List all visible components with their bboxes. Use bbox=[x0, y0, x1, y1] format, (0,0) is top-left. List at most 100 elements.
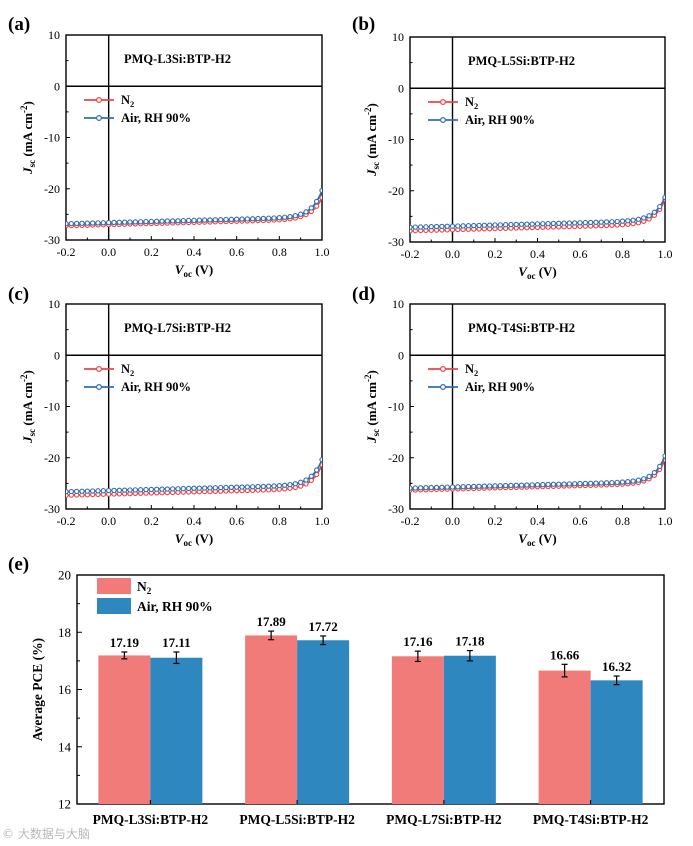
data-label: 17.19 bbox=[110, 635, 140, 650]
jv-marker bbox=[577, 480, 583, 487]
jv-marker bbox=[138, 219, 144, 225]
jv-marker bbox=[593, 219, 599, 225]
x-tick-label: 0.8 bbox=[272, 514, 287, 528]
y-tick-label: -30 bbox=[388, 502, 404, 516]
bar bbox=[391, 656, 444, 804]
jv-marker bbox=[298, 479, 304, 485]
jv-marker bbox=[66, 489, 69, 495]
jv-panel-3: -0.2 0.0 0.2 0.4 0.6 0.8 1.0 -30 -20 -10 0 10 Voc (V… bbox=[352, 284, 673, 548]
x-tick-label: -0.2 bbox=[401, 247, 420, 261]
jv-marker bbox=[487, 483, 493, 489]
jv-marker bbox=[170, 218, 176, 224]
jv-marker bbox=[566, 220, 573, 226]
bar bbox=[150, 657, 203, 804]
y-tick-label: 10 bbox=[392, 297, 404, 311]
jv-marker bbox=[428, 224, 434, 230]
jv-marker bbox=[417, 485, 424, 491]
jv-marker bbox=[66, 221, 69, 227]
device-title: PMQ-T4Si:BTP-H2 bbox=[468, 321, 575, 335]
jv-marker bbox=[319, 194, 322, 201]
x-axis-label: Voc (V) bbox=[518, 531, 556, 548]
jv-marker bbox=[266, 483, 272, 489]
x-tick-label: 0.0 bbox=[445, 514, 460, 528]
jv-marker bbox=[566, 481, 573, 487]
x-tick-label: 0.4 bbox=[530, 514, 545, 528]
jv-marker bbox=[635, 477, 642, 483]
jv-marker bbox=[630, 217, 636, 223]
jv-marker bbox=[449, 223, 456, 229]
jv-marker bbox=[175, 486, 181, 492]
x-tick-label: 1.0 bbox=[315, 245, 330, 259]
jv-panel-1: -0.2 0.0 0.2 0.4 0.6 0.8 1.0 -30 -20 -10 0 10 Voc (V… bbox=[352, 14, 673, 281]
legend-marker bbox=[95, 114, 102, 121]
jv-marker bbox=[255, 483, 261, 490]
jv-marker bbox=[170, 486, 176, 492]
jv-marker bbox=[255, 215, 261, 222]
jv-panel-0: -0.2 0.0 0.2 0.4 0.6 0.8 1.0 -30 -20 -10 0 10 Voc (V… bbox=[8, 14, 330, 279]
x-tick-label: 0.2 bbox=[488, 514, 503, 528]
x-axis-label: Voc (V) bbox=[175, 262, 213, 279]
jv-marker bbox=[550, 220, 557, 227]
jv-marker bbox=[159, 486, 165, 492]
jv-marker bbox=[271, 483, 277, 489]
x-tick-label: -0.2 bbox=[57, 514, 76, 528]
jv-marker bbox=[79, 220, 85, 226]
jv-marker bbox=[657, 203, 663, 210]
jv-marker bbox=[260, 483, 266, 490]
panel-label: (b) bbox=[352, 14, 375, 35]
jv-marker bbox=[412, 224, 418, 230]
x-axis-label: Voc (V) bbox=[518, 264, 556, 281]
jv-marker bbox=[619, 479, 626, 485]
jv-marker bbox=[218, 484, 224, 491]
jv-marker bbox=[100, 488, 106, 494]
jv-marker bbox=[561, 220, 567, 226]
curves bbox=[410, 453, 665, 493]
jv-marker bbox=[646, 213, 652, 219]
y-axis-label: Average PCE (%) bbox=[30, 638, 45, 741]
jv-marker bbox=[175, 218, 181, 224]
jv-marker bbox=[609, 219, 615, 225]
jv-marker bbox=[186, 217, 192, 224]
jv-marker bbox=[455, 223, 461, 229]
y-tick-label: 0 bbox=[54, 348, 60, 362]
jv-marker bbox=[271, 215, 277, 221]
jv-marker bbox=[207, 485, 213, 491]
jv-marker bbox=[476, 222, 482, 229]
y-tick-label: -20 bbox=[44, 451, 60, 465]
jv-marker bbox=[212, 217, 218, 223]
jv-marker bbox=[223, 484, 229, 491]
x-category-label: PMQ-L5Si:BTP-H2 bbox=[239, 812, 355, 827]
y-tick-label: -10 bbox=[388, 400, 404, 414]
jv-marker bbox=[460, 484, 466, 490]
jv-marker bbox=[90, 488, 96, 494]
jv-marker bbox=[287, 481, 293, 488]
jv-marker bbox=[303, 477, 309, 483]
y-tick-label: 12 bbox=[58, 797, 71, 812]
bar bbox=[538, 670, 591, 804]
jv-marker bbox=[250, 216, 256, 222]
jv-marker bbox=[545, 481, 551, 488]
jv-panel-2: -0.2 0.0 0.2 0.4 0.6 0.8 1.0 -30 -20 -10 0 10 Voc (V… bbox=[8, 284, 330, 548]
jv-marker bbox=[540, 221, 546, 227]
jv-marker bbox=[100, 220, 106, 226]
jv-marker bbox=[545, 220, 551, 227]
jv-marker bbox=[423, 224, 429, 230]
y-tick-label: -10 bbox=[388, 133, 404, 147]
y-tick-label: -10 bbox=[44, 131, 60, 145]
jv-marker bbox=[314, 467, 320, 473]
y-tick-label: 10 bbox=[48, 297, 60, 311]
y-tick-label: 10 bbox=[392, 30, 404, 44]
legend-swatch bbox=[97, 598, 131, 614]
jv-marker bbox=[662, 453, 665, 459]
jv-marker bbox=[68, 488, 74, 495]
jv-marker bbox=[95, 488, 101, 494]
jv-marker bbox=[116, 219, 122, 225]
y-tick-label: -20 bbox=[44, 182, 60, 196]
jv-marker bbox=[651, 470, 658, 476]
jv-marker bbox=[439, 484, 445, 490]
jv-marker bbox=[239, 216, 245, 222]
jv-marker bbox=[481, 483, 488, 489]
x-category-label: PMQ-L7Si:BTP-H2 bbox=[386, 812, 502, 827]
jv-marker bbox=[74, 220, 80, 227]
